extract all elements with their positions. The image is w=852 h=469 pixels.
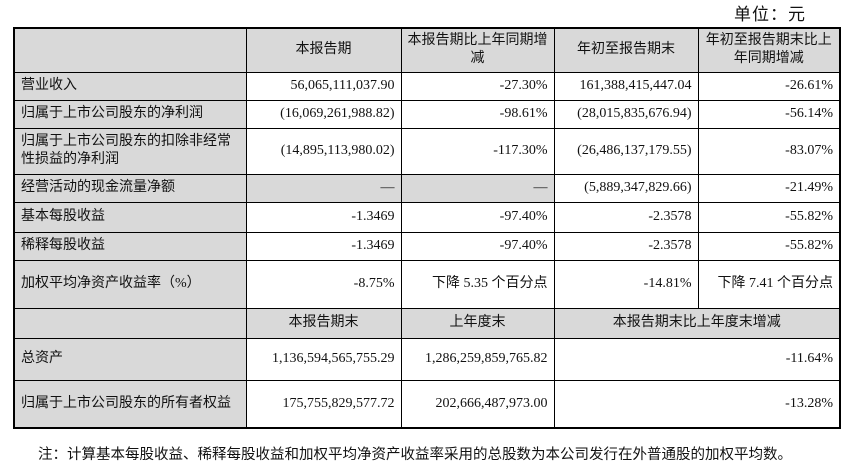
table-row-shareholders-equity: 归属于上市公司股东的所有者权益 175,755,829,577.72 202,6… (13, 379, 841, 429)
value-cell: -26.61% (697, 71, 841, 101)
value-cell: 下降 5.35 个百分点 (400, 259, 555, 309)
footnote-text: 注：计算基本每股收益、稀释每股收益和加权平均净资产收益率采用的总股数为本公司发行… (38, 447, 792, 463)
table-row-operating-cash-flow: 经营活动的现金流量净额 — — (5,889,347,829.66) -21.4… (13, 173, 841, 203)
col-header-current-period-yoy-change: 本报告期比上年同期增减 (400, 27, 555, 73)
value-cell: -11.64% (553, 337, 841, 381)
section2-header-row: 本报告期末 上年度末 本报告期末比上年度末增减 (13, 307, 841, 339)
value-cell: -55.82% (697, 231, 841, 261)
value-cell: -97.40% (400, 201, 555, 233)
row-label: 营业收入 (13, 71, 247, 101)
row-label: 经营活动的现金流量净额 (13, 173, 247, 203)
col-header-current-period: 本报告期 (245, 27, 402, 73)
corner-blank-cell (13, 27, 247, 73)
row-label: 基本每股收益 (13, 201, 247, 233)
value-cell: 1,136,594,565,755.29 (245, 337, 402, 381)
table-row-weighted-avg-roe: 加权平均净资产收益率（%） -8.75% 下降 5.35 个百分点 -14.81… (13, 259, 841, 309)
unit-label: 单位：元 (734, 5, 806, 24)
corner-blank-cell (13, 307, 247, 339)
table-row-net-profit-excl-nonrecurring: 归属于上市公司股东的扣除非经常性损益的净利润 (14,895,113,980.0… (13, 127, 841, 175)
col-header-end-of-period: 本报告期末 (245, 307, 402, 339)
row-label: 归属于上市公司股东的所有者权益 (13, 379, 247, 429)
col-header-end-of-prior-year: 上年度末 (400, 307, 555, 339)
col-header-year-to-date: 年初至报告期末 (553, 27, 699, 73)
value-cell: -27.30% (400, 71, 555, 101)
value-cell: -117.30% (400, 127, 555, 175)
value-cell: -1.3469 (245, 201, 402, 233)
value-cell: (16,069,261,988.82) (245, 99, 402, 129)
table-row-diluted-eps: 稀释每股收益 -1.3469 -97.40% -2.3578 -55.82% (13, 231, 841, 261)
value-cell: 下降 7.41 个百分点 (697, 259, 841, 309)
table-row-total-assets: 总资产 1,136,594,565,755.29 1,286,259,859,7… (13, 337, 841, 381)
value-cell: 1,286,259,859,765.82 (400, 337, 555, 381)
value-cell-dash: — (245, 173, 402, 203)
table-row-basic-eps: 基本每股收益 -1.3469 -97.40% -2.3578 -55.82% (13, 201, 841, 233)
value-cell: 175,755,829,577.72 (245, 379, 402, 429)
value-cell: -55.82% (697, 201, 841, 233)
value-cell: 202,666,487,973.00 (400, 379, 555, 429)
value-cell: -56.14% (697, 99, 841, 129)
financial-summary-table: 本报告期 本报告期比上年同期增减 年初至报告期末 年初至报告期末比上年同期增减 … (13, 27, 841, 429)
row-label: 归属于上市公司股东的净利润 (13, 99, 247, 129)
value-cell: -13.28% (553, 379, 841, 429)
value-cell-dash: — (400, 173, 555, 203)
value-cell: (28,015,835,676.94) (553, 99, 699, 129)
value-cell: -97.40% (400, 231, 555, 261)
value-cell: -1.3469 (245, 231, 402, 261)
value-cell: (5,889,347,829.66) (553, 173, 699, 203)
value-cell: -98.61% (400, 99, 555, 129)
value-cell: -2.3578 (553, 231, 699, 261)
table-row-operating-revenue: 营业收入 56,065,111,037.90 -27.30% 161,388,4… (13, 71, 841, 101)
row-label: 总资产 (13, 337, 247, 381)
value-cell: -2.3578 (553, 201, 699, 233)
value-cell: 161,388,415,447.04 (553, 71, 699, 101)
row-label: 归属于上市公司股东的扣除非经常性损益的净利润 (13, 127, 247, 175)
value-cell: 56,065,111,037.90 (245, 71, 402, 101)
section1-header-row: 本报告期 本报告期比上年同期增减 年初至报告期末 年初至报告期末比上年同期增减 (13, 27, 841, 73)
value-cell: (14,895,113,980.02) (245, 127, 402, 175)
value-cell: -21.49% (697, 173, 841, 203)
col-header-period-vs-prior-year-change: 本报告期末比上年度末增减 (553, 307, 841, 339)
table-row-net-profit: 归属于上市公司股东的净利润 (16,069,261,988.82) -98.61… (13, 99, 841, 129)
row-label: 稀释每股收益 (13, 231, 247, 261)
row-label: 加权平均净资产收益率（%） (13, 259, 247, 309)
value-cell: -14.81% (553, 259, 699, 309)
value-cell: (26,486,137,179.55) (553, 127, 699, 175)
value-cell: -83.07% (697, 127, 841, 175)
value-cell: -8.75% (245, 259, 402, 309)
col-header-year-to-date-yoy-change: 年初至报告期末比上年同期增减 (697, 27, 841, 73)
